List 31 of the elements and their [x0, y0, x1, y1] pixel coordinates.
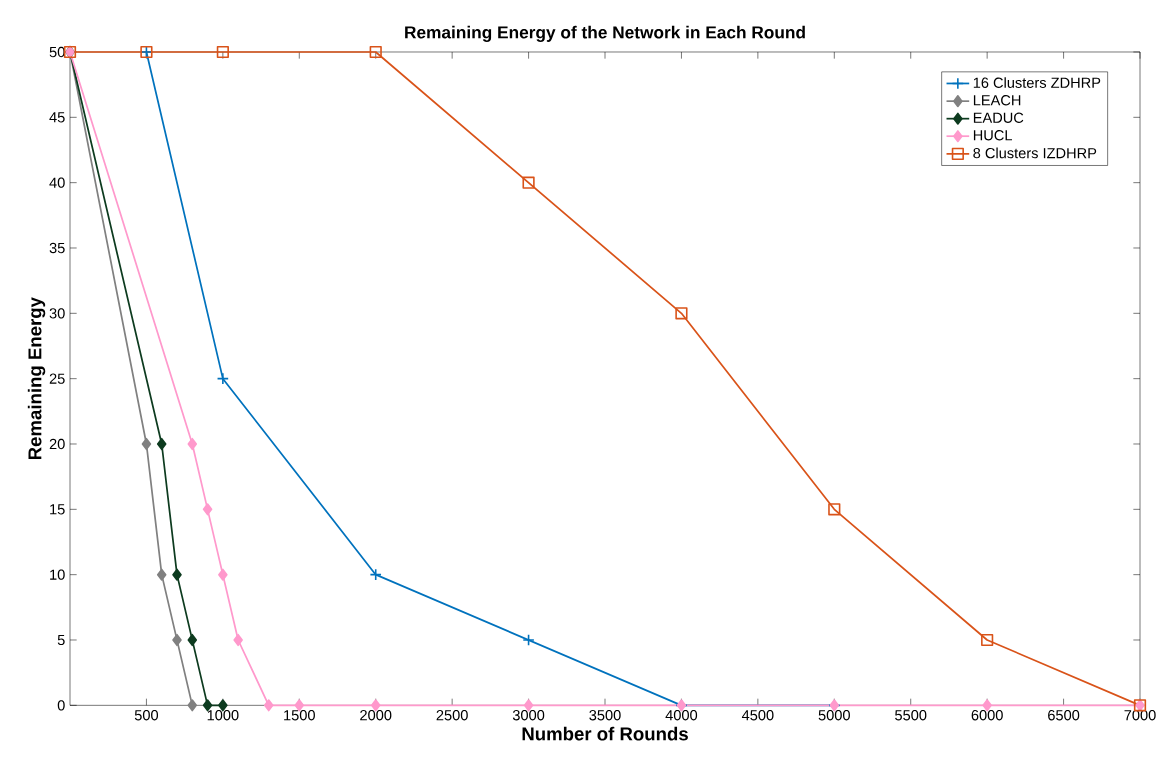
y-tick-label: 45 — [49, 112, 65, 123]
x-tick-label: 2000 — [360, 710, 392, 721]
x-tick-label: 6000 — [971, 710, 1003, 721]
chart-title: Remaining Energy of the Network in Each Round — [405, 25, 805, 42]
y-tick-label: 20 — [49, 438, 65, 450]
y-tick-label: 30 — [49, 308, 65, 319]
y-tick-label: 35 — [49, 242, 65, 254]
y-tick-label: 0 — [57, 700, 65, 711]
x-tick-label: 4000 — [665, 710, 698, 721]
x-tick-label: 5000 — [818, 710, 850, 721]
legend-label: 16 Clusters ZDHRP — [973, 77, 1101, 88]
y-tick-label: 10 — [50, 569, 65, 580]
legend-label: HUCL — [973, 130, 1013, 141]
x-tick-label: 500 — [134, 710, 159, 721]
y-tick-label: 5 — [57, 634, 65, 646]
x-tick-label: 1000 — [207, 710, 239, 721]
y-tick-label: 25 — [49, 373, 65, 384]
y-tick-label: 15 — [50, 504, 65, 515]
legend-label: 8 Clusters IZDHRP — [973, 147, 1097, 159]
x-tick-label: 6500 — [1048, 710, 1080, 721]
x-tick-label: 3500 — [589, 710, 621, 721]
x-tick-label: 2500 — [436, 710, 468, 721]
x-tick-label: 5500 — [895, 710, 927, 721]
x-tick-label: 1500 — [284, 710, 315, 721]
legend-label: LEACH — [973, 95, 1021, 106]
y-axis-title: Remaining Energy — [27, 297, 46, 460]
x-tick-label: 4500 — [741, 710, 774, 721]
x-axis-title: Number of Rounds — [522, 726, 688, 741]
x-tick-label: 3000 — [512, 710, 545, 721]
y-tick-label: 40 — [49, 177, 65, 188]
legend-label: EADUC — [973, 112, 1024, 123]
